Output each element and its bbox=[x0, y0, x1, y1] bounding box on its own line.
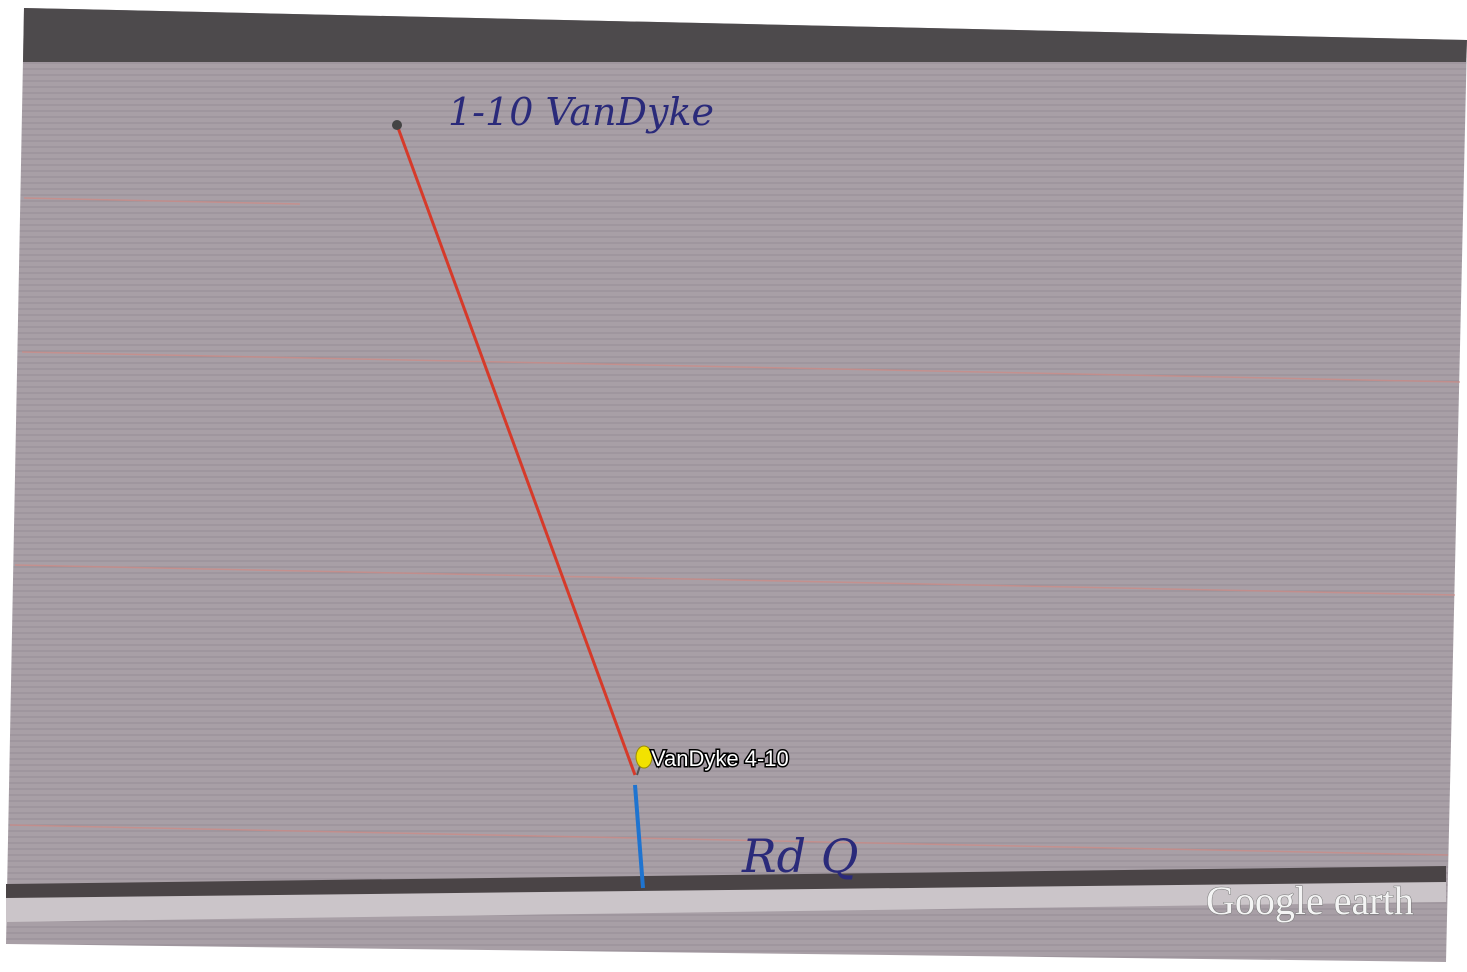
field-lines bbox=[9, 197, 1461, 856]
path-blue bbox=[633, 784, 645, 889]
start-label: 1-10 VanDyke bbox=[448, 90, 714, 134]
field-imagery bbox=[6, 8, 1467, 962]
tree-line bbox=[23, 8, 1467, 62]
road-label: Rd Q bbox=[741, 829, 858, 883]
start-point bbox=[392, 120, 402, 130]
path-red bbox=[395, 124, 637, 776]
pin-label: VanDyke 4-10 bbox=[651, 746, 789, 771]
road bbox=[6, 882, 1446, 922]
watermark: Google earth bbox=[1206, 878, 1414, 923]
road-edge bbox=[6, 866, 1446, 900]
pushpin bbox=[635, 745, 653, 776]
